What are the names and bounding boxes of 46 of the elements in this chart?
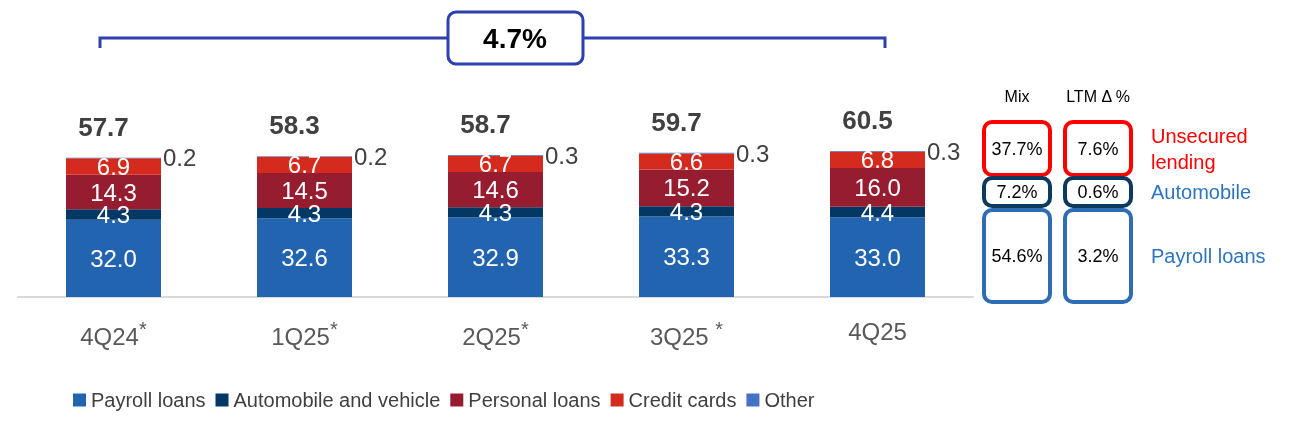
legend-label: Automobile and vehicle <box>233 389 441 411</box>
data-label: 32.6 <box>281 244 328 272</box>
bar <box>448 155 543 172</box>
text: 3.2% <box>1077 246 1119 266</box>
total-label: 60.5 <box>842 104 893 135</box>
total-label: 57.7 <box>78 111 129 142</box>
total-label: 58.3 <box>269 110 320 141</box>
text: LTM Δ % <box>1066 87 1130 105</box>
data-label: 6.6 <box>669 148 704 176</box>
data-label: 6.9 <box>96 153 131 181</box>
data-label: 32.0 <box>90 244 137 272</box>
text: 7.2% <box>996 182 1038 202</box>
x-tick-label: 1Q25* <box>271 318 338 350</box>
text: Payroll loans <box>1151 245 1266 267</box>
text: Automobile <box>1151 181 1252 203</box>
x-tick-label: 4Q24* <box>80 318 147 350</box>
text: 54.6% <box>991 246 1043 266</box>
text: 7.6% <box>1077 138 1119 159</box>
data-label: 33.0 <box>854 243 901 271</box>
legend-label: Payroll loans <box>91 389 206 411</box>
text: 4.7% <box>483 22 548 54</box>
data-label: 0.3 <box>736 139 770 167</box>
data-label: 0.3 <box>545 141 579 169</box>
total-label: 58.7 <box>460 109 511 140</box>
data-label: 6.8 <box>860 146 895 174</box>
legend-label: Credit cards <box>628 389 737 411</box>
data-label: 6.7 <box>287 151 322 179</box>
x-tick-label: 3Q25 * <box>649 318 724 350</box>
data-label: 6.7 <box>478 150 513 178</box>
x-tick-label: 4Q25 <box>848 317 907 345</box>
bar <box>257 156 352 173</box>
x-tick-label: 2Q25* <box>462 318 529 350</box>
legend-label: Other <box>764 389 815 411</box>
data-label: 0.2 <box>163 144 197 172</box>
text: Unsecured lending <box>1151 124 1248 173</box>
data-label: 33.3 <box>663 243 710 271</box>
data-label: 4.4 <box>860 198 895 226</box>
text: Mix <box>1004 87 1030 105</box>
data-label: 16.0 <box>854 173 901 201</box>
legend-label: Personal loans <box>468 389 601 411</box>
data-label: 32.9 <box>472 243 519 271</box>
data-label: 0.2 <box>354 142 388 170</box>
text: 37.7% <box>991 138 1043 159</box>
data-label: 0.3 <box>927 137 961 165</box>
text: 0.6% <box>1077 182 1119 202</box>
total-label: 59.7 <box>651 106 702 137</box>
